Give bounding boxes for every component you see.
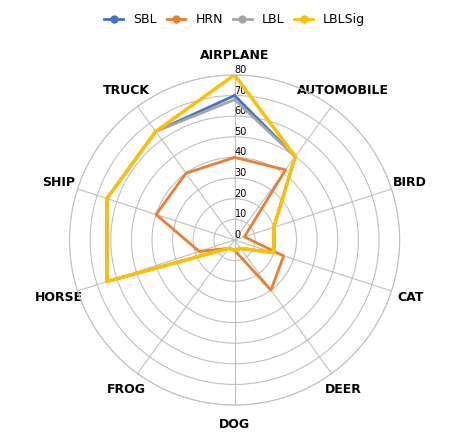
Line: HRN: HRN <box>156 157 286 290</box>
SBL <box>232 93 237 98</box>
LBL <box>238 246 243 251</box>
Line: LBL: LBL <box>107 100 295 282</box>
SBL <box>104 196 110 201</box>
HRN <box>281 253 286 258</box>
LBLSig <box>104 279 110 284</box>
HRN <box>232 248 237 253</box>
SBL <box>104 279 110 284</box>
HRN <box>242 234 247 240</box>
Line: SBL: SBL <box>107 95 295 282</box>
LBL <box>104 196 110 201</box>
LBL <box>153 129 158 134</box>
LBLSig <box>238 246 243 251</box>
SBL <box>232 248 237 253</box>
LBL <box>271 225 277 230</box>
HRN <box>183 170 189 176</box>
LBLSig <box>153 129 158 134</box>
LBL <box>232 97 237 102</box>
LBLSig <box>104 196 110 201</box>
LBL <box>226 246 231 251</box>
Line: LBLSig: LBLSig <box>107 75 295 282</box>
LBLSig <box>232 72 237 78</box>
SBL <box>238 246 243 251</box>
SBL <box>271 225 277 230</box>
LBLSig <box>271 250 277 255</box>
Legend: SBL, HRN, LBL, LBLSig: SBL, HRN, LBL, LBLSig <box>99 8 370 32</box>
SBL <box>232 93 237 98</box>
HRN <box>232 155 237 160</box>
LBLSig <box>232 72 237 78</box>
LBLSig <box>226 246 231 251</box>
LBLSig <box>292 154 298 159</box>
HRN <box>153 212 159 217</box>
LBL <box>271 250 277 255</box>
SBL <box>153 129 158 134</box>
LBL <box>232 248 237 253</box>
HRN <box>226 246 231 251</box>
SBL <box>271 250 277 255</box>
LBL <box>232 97 237 102</box>
SBL <box>226 246 231 251</box>
HRN <box>268 287 274 293</box>
HRN <box>196 249 202 254</box>
LBL <box>292 154 298 159</box>
HRN <box>232 155 237 160</box>
LBLSig <box>232 248 237 253</box>
HRN <box>283 167 288 173</box>
LBL <box>104 279 110 284</box>
LBLSig <box>271 225 277 230</box>
SBL <box>292 154 298 159</box>
